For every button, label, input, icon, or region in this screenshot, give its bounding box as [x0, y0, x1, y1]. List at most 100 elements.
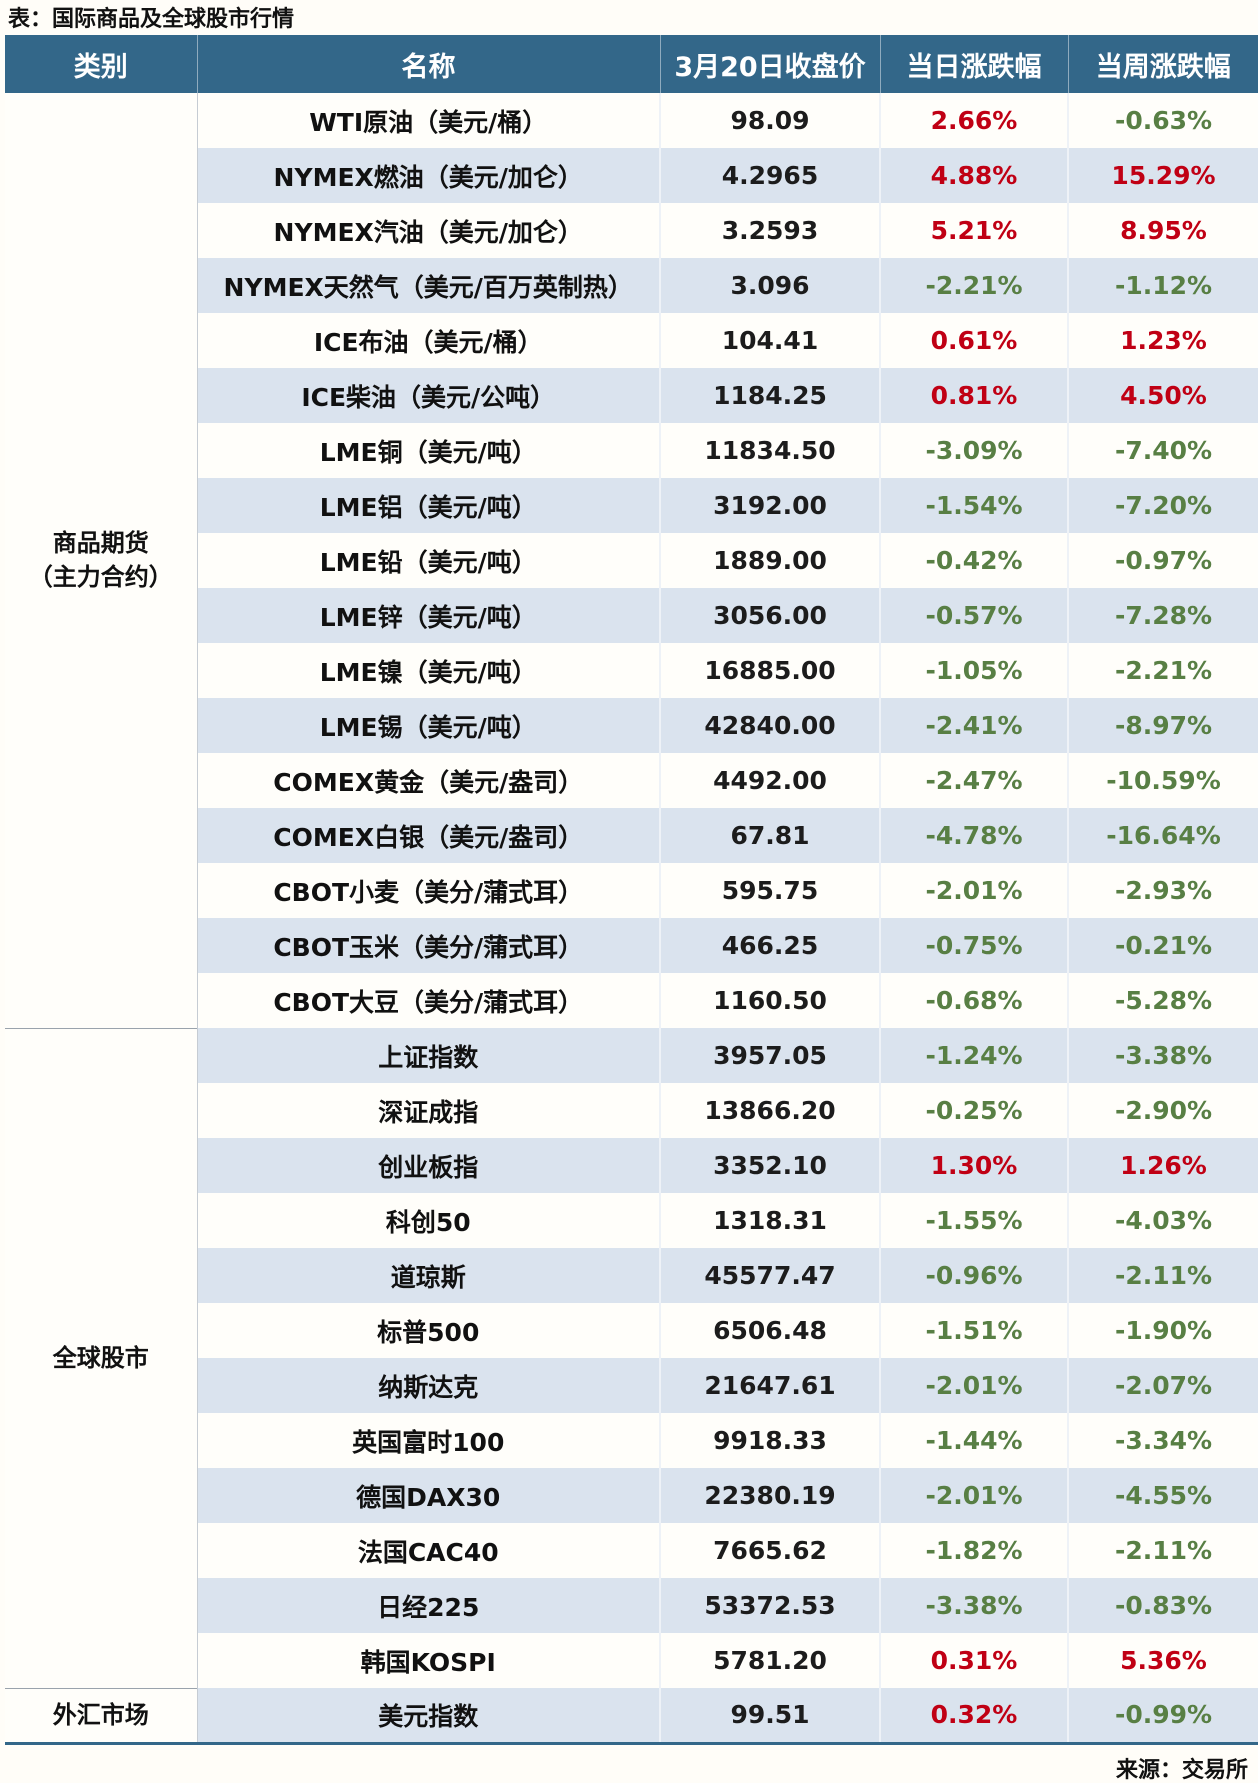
close-cell: 4.2965 [659, 148, 880, 203]
day-change-cell: -1.24% [879, 1028, 1068, 1083]
close-cell: 3.2593 [659, 203, 880, 258]
name-cell: 法国CAC40 [197, 1523, 660, 1578]
table-row: COMEX白银（美元/盎司） 67.81 -4.78% -16.64% [5, 808, 1258, 863]
table-row: 全球股市 上证指数 3957.05 -1.24% -3.38% [5, 1027, 1258, 1688]
table-row: NYMEX天然气（美元/百万英制热） 3.096 -2.21% -1.12% [5, 258, 1258, 313]
day-change-cell: 0.81% [879, 368, 1068, 423]
day-change-cell: -4.78% [879, 808, 1068, 863]
name-cell: 美元指数 [197, 1688, 660, 1745]
week-change-cell: -16.64% [1067, 808, 1258, 863]
name-cell: NYMEX汽油（美元/加仑） [197, 203, 660, 258]
name-cell: LME锡（美元/吨） [197, 698, 660, 753]
week-change-cell: 8.95% [1067, 203, 1258, 258]
day-change-cell: -2.47% [879, 753, 1068, 808]
table-row: ICE布油（美元/桶） 104.41 0.61% 1.23% [5, 313, 1258, 368]
table-title: 表：国际商品及全球股市行情 [8, 7, 295, 32]
header-row: 类别 名称 3月20日收盘价 当日涨跌幅 当周涨跌幅 [5, 35, 1258, 93]
name-cell: ICE柴油（美元/公吨） [197, 368, 660, 423]
close-cell: 3.096 [659, 258, 880, 313]
week-change-cell: 1.23% [1067, 313, 1258, 368]
table-row: CBOT玉米（美分/蒲式耳） 466.25 -0.75% -0.21% [5, 918, 1258, 973]
week-change-cell: -5.28% [1067, 973, 1258, 1028]
table-row: LME镍（美元/吨） 16885.00 -1.05% -2.21% [5, 643, 1258, 698]
column-header-category: 类别 [5, 35, 197, 93]
week-change-cell: -7.40% [1067, 423, 1258, 478]
week-change-cell: 4.50% [1067, 368, 1258, 423]
week-change-cell: -4.03% [1067, 1193, 1258, 1248]
close-cell: 6506.48 [659, 1303, 880, 1358]
week-change-cell: -2.93% [1067, 863, 1258, 918]
name-cell: 创业板指 [197, 1138, 660, 1193]
week-change-cell: -1.90% [1067, 1303, 1258, 1358]
day-change-cell: -0.75% [879, 918, 1068, 973]
table-row: LME铜（美元/吨） 11834.50 -3.09% -7.40% [5, 423, 1258, 478]
table-row: 深证成指 13866.20 -0.25% -2.90% [5, 1083, 1258, 1138]
column-header-name: 名称 [196, 35, 660, 93]
week-change-cell: -2.21% [1067, 643, 1258, 698]
close-cell: 21647.61 [659, 1358, 880, 1413]
day-change-cell: -3.38% [879, 1578, 1068, 1633]
table-row: NYMEX汽油（美元/加仑） 3.2593 5.21% 8.95% [5, 203, 1258, 258]
day-change-cell: 0.31% [879, 1633, 1068, 1688]
week-change-cell: 15.29% [1067, 148, 1258, 203]
week-change-cell: 5.36% [1067, 1633, 1258, 1688]
name-cell: CBOT大豆（美分/蒲式耳） [197, 973, 660, 1028]
column-header-day-change: 当日涨跌幅 [879, 35, 1068, 93]
day-change-cell: -1.82% [879, 1523, 1068, 1578]
table-row: 创业板指 3352.10 1.30% 1.26% [5, 1138, 1258, 1193]
table-row: NYMEX燃油（美元/加仑） 4.2965 4.88% 15.29% [5, 148, 1258, 203]
week-change-cell: -0.83% [1067, 1578, 1258, 1633]
name-cell: NYMEX燃油（美元/加仑） [197, 148, 660, 203]
close-cell: 5781.20 [659, 1633, 880, 1688]
table-row: 德国DAX30 22380.19 -2.01% -4.55% [5, 1468, 1258, 1523]
source-label: 来源：交易所 [1115, 1757, 1248, 1783]
day-change-cell: -0.42% [879, 533, 1068, 588]
week-change-cell: -0.99% [1067, 1688, 1258, 1745]
table-row: LME铅（美元/吨） 1889.00 -0.42% -0.97% [5, 533, 1258, 588]
week-change-cell: -1.12% [1067, 258, 1258, 313]
week-change-cell: 1.26% [1067, 1138, 1258, 1193]
category-label: 全球股市 [52, 1344, 149, 1372]
category-cell: 外汇市场 [5, 1687, 198, 1745]
close-cell: 67.81 [659, 808, 880, 863]
close-cell: 22380.19 [659, 1468, 880, 1523]
name-cell: 深证成指 [197, 1083, 660, 1138]
week-change-cell: -4.55% [1067, 1468, 1258, 1523]
day-change-cell: -2.01% [879, 1468, 1068, 1523]
close-cell: 4492.00 [659, 753, 880, 808]
table-row: LME锌（美元/吨） 3056.00 -0.57% -7.28% [5, 588, 1258, 643]
week-change-cell: -0.21% [1067, 918, 1258, 973]
table-row: ICE柴油（美元/公吨） 1184.25 0.81% 4.50% [5, 368, 1258, 423]
name-cell: LME铜（美元/吨） [197, 423, 660, 478]
name-cell: LME镍（美元/吨） [197, 643, 660, 698]
day-change-cell: 1.30% [879, 1138, 1068, 1193]
table-row: 法国CAC40 7665.62 -1.82% -2.11% [5, 1523, 1258, 1578]
close-cell: 3352.10 [659, 1138, 880, 1193]
category-label: （主力合约） [28, 563, 173, 592]
week-change-cell: -0.63% [1067, 93, 1258, 148]
table-row: CBOT大豆（美分/蒲式耳） 1160.50 -0.68% -5.28% [5, 973, 1258, 1028]
day-change-cell: 5.21% [879, 203, 1068, 258]
week-change-cell: -2.11% [1067, 1248, 1258, 1303]
table-row: 纳斯达克 21647.61 -2.01% -2.07% [5, 1358, 1258, 1413]
close-cell: 42840.00 [659, 698, 880, 753]
table-row: 标普500 6506.48 -1.51% -1.90% [5, 1303, 1258, 1358]
name-cell: 标普500 [197, 1303, 660, 1358]
day-change-cell: -3.09% [879, 423, 1068, 478]
day-change-cell: -2.01% [879, 863, 1068, 918]
name-cell: 日经225 [197, 1578, 660, 1633]
week-change-cell: -8.97% [1067, 698, 1258, 753]
day-change-cell: -2.01% [879, 1358, 1068, 1413]
week-change-cell: -2.90% [1067, 1083, 1258, 1138]
table-row: 道琼斯 45577.47 -0.96% -2.11% [5, 1248, 1258, 1303]
close-cell: 1184.25 [659, 368, 880, 423]
table-row: COMEX黄金（美元/盎司） 4492.00 -2.47% -10.59% [5, 753, 1258, 808]
table-header: 类别 名称 3月20日收盘价 当日涨跌幅 当周涨跌幅 [5, 35, 1258, 93]
week-change-cell: -3.34% [1067, 1413, 1258, 1468]
name-cell: WTI原油（美元/桶） [197, 93, 660, 148]
close-cell: 7665.62 [659, 1523, 880, 1578]
name-cell: 英国富时100 [197, 1413, 660, 1468]
close-cell: 9918.33 [659, 1413, 880, 1468]
name-cell: LME铅（美元/吨） [197, 533, 660, 588]
